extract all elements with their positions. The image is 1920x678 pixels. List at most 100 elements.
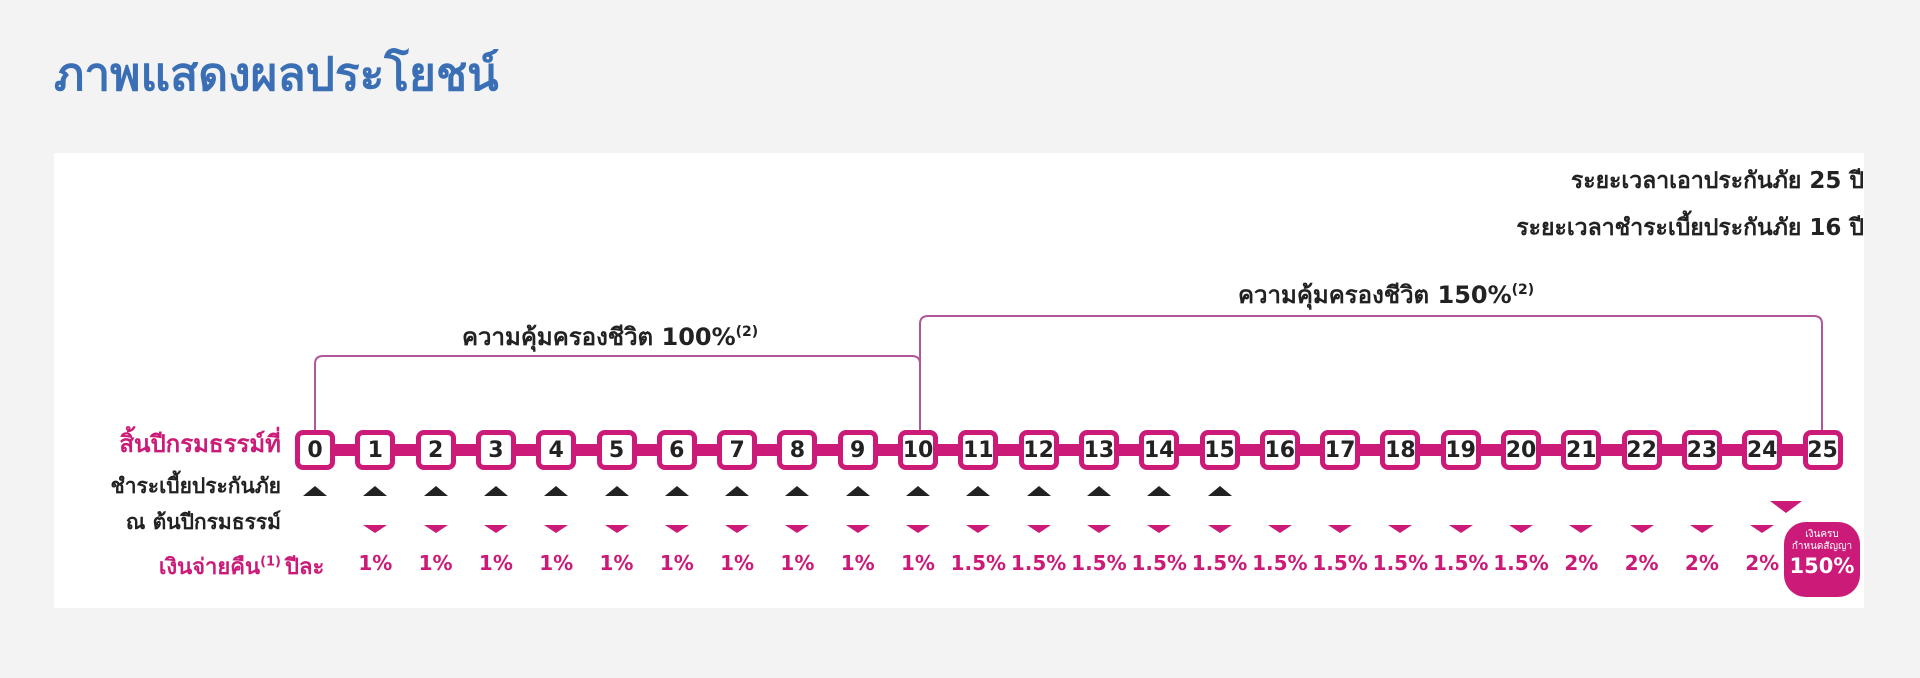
cash-back-rate: 1% [659, 551, 694, 575]
year-box-18: 18 [1380, 430, 1421, 470]
cash-back-rate: 1.5% [950, 551, 1007, 575]
year-box-17: 17 [1320, 430, 1361, 470]
cash-back-marker [423, 525, 448, 533]
cash-back-marker [785, 525, 810, 533]
year-box-2: 2 [415, 430, 456, 470]
bracket-100 [314, 355, 921, 436]
premium-payment-marker [906, 486, 930, 496]
cash-back-marker [1569, 525, 1594, 533]
cash-back-marker [845, 525, 870, 533]
cash-back-marker [1509, 525, 1533, 533]
cash-back-rate: 2% [1745, 551, 1780, 575]
cash-back-marker [906, 525, 930, 533]
cash-back-rate: 1.5% [1191, 551, 1248, 575]
cash-back-rate: 1% [478, 551, 513, 575]
premium-payment-marker [725, 486, 750, 496]
premium-payment-marker [1147, 486, 1172, 496]
premium-payment-marker [604, 486, 629, 496]
cash-back-rate: 1% [418, 551, 453, 575]
year-box-8: 8 [777, 430, 818, 470]
year-box-11: 11 [958, 430, 999, 470]
cash-back-rate: 1% [780, 551, 815, 575]
cash-back-marker [1147, 525, 1172, 533]
cash-back-rate: 1% [720, 551, 755, 575]
cash-back-marker [604, 525, 629, 533]
cash-back-marker [1448, 525, 1473, 533]
year-box-25: 25 [1802, 430, 1843, 470]
maturity-value: 150% [1789, 554, 1855, 578]
maturity-line2: กำหนดสัญญา [1791, 541, 1853, 552]
year-box-22: 22 [1621, 430, 1662, 470]
cash-back-rate: 1.5% [1312, 551, 1368, 575]
year-box-12: 12 [1018, 430, 1059, 470]
coverage-100-label: ความคุ้มครองชีวิต 100%(2) [462, 323, 759, 351]
cash-back-marker [1689, 525, 1714, 533]
cash-back-rate: 1% [599, 551, 634, 575]
year-box-4: 4 [536, 430, 577, 470]
premium-payment-marker [1207, 486, 1232, 496]
year-box-3: 3 [475, 430, 516, 470]
premium-payment-marker [785, 486, 810, 496]
cash-back-marker [1328, 525, 1353, 533]
page-title: ภาพแสดงผลประโยชน์ [54, 47, 499, 101]
bracket-150 [919, 315, 1823, 436]
cash-back-marker [1388, 525, 1413, 533]
per-year-label: ปีละ [285, 555, 325, 580]
year-box-23: 23 [1681, 430, 1722, 470]
cash-back-rate: 2% [1684, 551, 1719, 575]
year-box-20: 20 [1501, 430, 1541, 470]
year-box-1: 1 [355, 430, 396, 470]
coverage-150-label: ความคุ้มครองชีวิต 150%(2) [1238, 281, 1535, 309]
premium-payment-marker [423, 486, 448, 496]
cash-back-rate: 1% [840, 551, 875, 575]
year-box-24: 24 [1742, 430, 1783, 470]
cash-back-rate: 1.5% [1131, 551, 1187, 575]
year-box-9: 9 [837, 430, 878, 470]
coverage-brackets [309, 315, 1828, 456]
year-box-0: 0 [295, 430, 335, 470]
payment-period-text: ระยะเวลาชำระเบี้ยประกันภัย 16 ปี [1516, 215, 1864, 241]
year-box-5: 5 [596, 430, 637, 470]
cash-back-rate: 2% [1564, 551, 1599, 575]
cash-back-marker [1207, 525, 1232, 533]
cash-back-marker [1750, 525, 1775, 533]
premium-payment-marker [664, 486, 689, 496]
premium-payment-marker [845, 486, 870, 496]
cash-back-rate: 1.5% [1372, 551, 1429, 575]
cash-back-rate: 1.5% [1071, 551, 1127, 575]
cash-back-marker [1267, 525, 1292, 533]
policy-year-end-label: สิ้นปีกรมธรรม์ที่ [119, 430, 281, 458]
cash-back-marker [544, 525, 569, 533]
premium-payment-marker [544, 486, 569, 496]
cash-back-label: เงินจ่ายคืน(1) [158, 554, 281, 580]
cash-back-marker [966, 525, 991, 533]
year-box-6: 6 [656, 430, 697, 470]
cash-back-marker [1629, 525, 1654, 533]
premium-payment-marker [966, 486, 991, 496]
year-box-15: 15 [1199, 430, 1240, 470]
premium-payment-marker [483, 486, 508, 496]
year-box-16: 16 [1259, 430, 1300, 470]
cash-back-rate: 1.5% [1252, 551, 1308, 575]
benefit-diagram: ระยะเวลาเอาประกันภัย 25 ปี ระยะเวลาชำระเ… [54, 153, 1864, 608]
premium-label-line2: ณ ต้นปีกรมธรรม์ [125, 510, 281, 534]
premium-label-line1: ชำระเบี้ยประกันภัย [110, 474, 281, 498]
cash-back-marker [1026, 525, 1051, 533]
cash-back-rate: 1.5% [1432, 551, 1489, 575]
premium-payment-marker [1026, 486, 1051, 496]
cash-back-marker [363, 525, 388, 533]
cash-back-rate: 2% [1624, 551, 1659, 575]
cash-back-marker [725, 525, 750, 533]
year-box-14: 14 [1139, 430, 1180, 470]
maturity-arrow [1770, 501, 1802, 513]
year-box-7: 7 [717, 430, 758, 470]
maturity-badge: เงินครบ กำหนดสัญญา 150% [1784, 522, 1860, 597]
premium-payment-marker [303, 486, 327, 496]
cash-back-rate: 1.5% [1493, 551, 1549, 575]
year-box-19: 19 [1440, 430, 1481, 470]
premium-payment-marker [363, 486, 388, 496]
cash-back-rate: 1.5% [1010, 551, 1067, 575]
year-box-21: 21 [1561, 430, 1602, 470]
cash-back-marker [1086, 525, 1111, 533]
year-box-13: 13 [1078, 430, 1119, 470]
